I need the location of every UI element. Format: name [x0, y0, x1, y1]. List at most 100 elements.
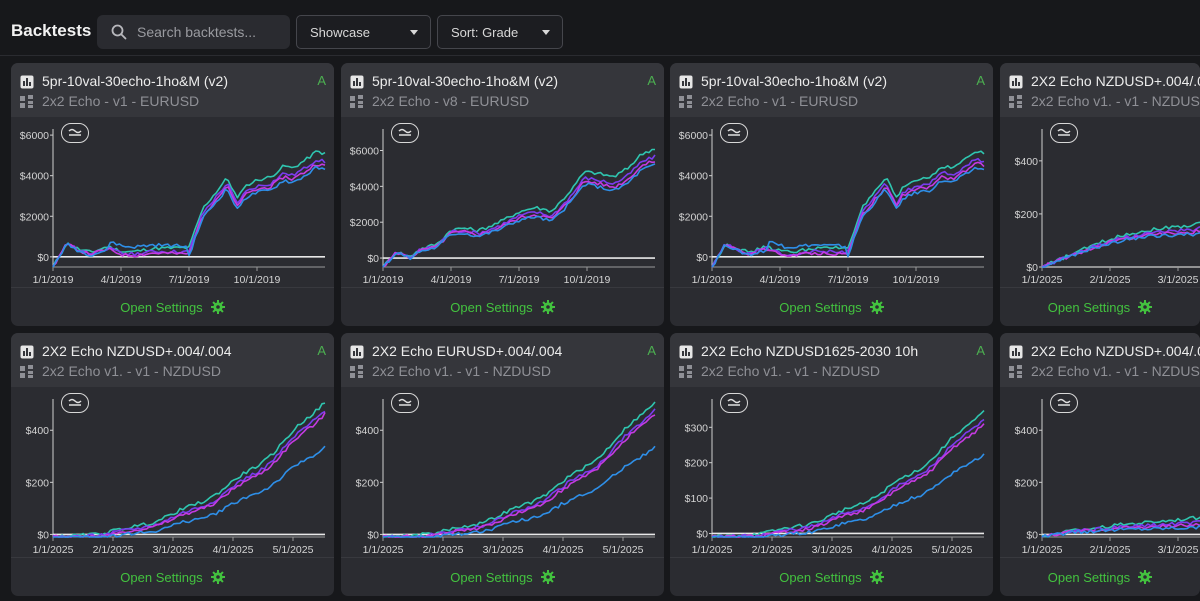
bar-chart-icon — [350, 75, 364, 89]
strategy-tree-icon — [1009, 365, 1022, 378]
open-settings-button[interactable]: Open Settings — [450, 299, 555, 315]
x-tick-label: 7/1/2019 — [169, 274, 210, 286]
card-header: 2X2 Echo NZDUSD+.004/.004 2x2 Echo v1. - … — [1000, 333, 1200, 387]
series-line — [382, 154, 656, 268]
card-title[interactable]: 2X2 Echo NZDUSD+.004/.004 — [1031, 73, 1200, 89]
card-footer: Open Settings — [670, 287, 993, 326]
gear-icon — [1138, 570, 1153, 584]
showcase-filter-dropdown[interactable]: Showcase — [296, 15, 431, 49]
card-title[interactable]: 5pr-10val-30echo-1ho&M (v2) — [372, 73, 558, 89]
chart-mode-toggle[interactable] — [720, 123, 748, 143]
x-tick-label: 3/1/2025 — [1158, 274, 1199, 286]
y-tick-label: $300 — [685, 422, 709, 434]
card-title[interactable]: 5pr-10val-30echo-1ho&M (v2) — [701, 73, 887, 89]
card-title[interactable]: 2X2 Echo NZDUSD1625-2030 10h — [701, 343, 919, 359]
x-tick-label: 2/1/2025 — [1090, 274, 1131, 286]
series-line — [1041, 221, 1200, 268]
y-tick-label: $200 — [1015, 477, 1039, 489]
x-tick-label: 3/1/2025 — [483, 544, 524, 556]
card-title[interactable]: 5pr-10val-30echo-1ho&M (v2) — [42, 73, 228, 89]
series-line — [1041, 522, 1200, 538]
chevron-down-icon — [410, 30, 418, 35]
open-settings-button[interactable]: Open Settings — [120, 570, 225, 585]
chart-mode-toggle[interactable] — [720, 393, 748, 413]
x-tick-label: 7/1/2019 — [499, 274, 540, 286]
x-tick-label: 4/1/2025 — [213, 544, 254, 556]
x-tick-label: 4/1/2025 — [872, 544, 913, 556]
grade-badge: A — [647, 73, 656, 88]
x-tick-label: 4/1/2019 — [101, 274, 142, 286]
series-line — [711, 418, 985, 538]
open-settings-button[interactable]: Open Settings — [1047, 299, 1153, 315]
equity-chart: $6000 $4000 $2000 $0 1/1/2019 4/1/2019 7/1/201… — [20, 129, 326, 286]
card-title[interactable]: 2X2 Echo NZDUSD+.004/.004 — [1031, 343, 1200, 359]
chart-mode-toggle[interactable] — [61, 393, 89, 413]
card-footer: Open Settings — [11, 287, 334, 326]
open-settings-button[interactable]: Open Settings — [779, 569, 884, 585]
gear-icon — [210, 570, 225, 584]
x-tick-label: 3/1/2025 — [1158, 544, 1199, 556]
open-settings-label: Open Settings — [120, 299, 203, 315]
y-tick-label: $4000 — [679, 171, 708, 183]
series-line — [382, 148, 655, 268]
equity-chart: $6000 $4000 $2000 $0 1/1/2019 4/1/2019 7/1/201… — [350, 129, 656, 286]
open-settings-button[interactable]: Open Settings — [1048, 570, 1153, 585]
approx-equal-icon — [727, 398, 741, 406]
bar-chart-icon — [679, 345, 693, 359]
bar-chart-icon — [1009, 345, 1023, 359]
search-box[interactable] — [97, 15, 290, 49]
open-settings-label: Open Settings — [779, 569, 862, 585]
sort-dropdown[interactable]: Sort: Grade — [437, 15, 563, 49]
y-tick-label: $2000 — [679, 211, 708, 223]
strategy-tree-icon — [350, 365, 363, 378]
chart-mode-toggle[interactable] — [1050, 123, 1078, 143]
equity-chart: $400 $200 $01/1/2025 2/1/2025 3/1/2025 — [1015, 129, 1200, 286]
y-tick-label: $0 — [696, 252, 708, 264]
open-settings-button[interactable]: Open Settings — [120, 299, 225, 315]
card-title[interactable]: 2X2 Echo EURUSD+.004/.004 — [372, 343, 563, 359]
chevron-down-icon — [542, 30, 550, 35]
x-tick-label: 1/1/2025 — [692, 544, 733, 556]
open-settings-button[interactable]: Open Settings — [450, 570, 555, 585]
series-line — [1041, 231, 1200, 268]
y-tick-label: $6000 — [350, 146, 379, 158]
search-input[interactable] — [137, 24, 277, 40]
backtest-card: 2X2 Echo NZDUSD+.004/.004 2x2 Echo v1. - … — [1000, 333, 1200, 596]
y-tick-label: $6000 — [20, 130, 49, 142]
series-line — [711, 150, 985, 268]
x-tick-label: 4/1/2025 — [543, 544, 584, 556]
bar-chart-icon — [350, 345, 364, 359]
chart-mode-toggle[interactable] — [61, 123, 89, 143]
y-tick-label: $0 — [1026, 262, 1038, 274]
card-footer: Open Settings — [11, 557, 334, 596]
gear-icon — [540, 300, 555, 314]
series-line — [711, 157, 985, 268]
open-settings-label: Open Settings — [1047, 299, 1131, 315]
grade-badge: A — [976, 343, 985, 358]
y-tick-label: $2000 — [350, 217, 379, 229]
chart-mode-toggle[interactable] — [1050, 393, 1078, 413]
open-settings-button[interactable]: Open Settings — [779, 300, 884, 315]
bar-chart-icon — [20, 345, 34, 359]
card-title[interactable]: 2X2 Echo NZDUSD+.004/.004 — [42, 343, 232, 359]
card-header: 5pr-10val-30echo-1ho&M (v2) 2x2 Echo - v8… — [341, 63, 664, 117]
series-line — [52, 165, 326, 268]
strategy-tree-icon — [20, 95, 33, 108]
bar-chart-icon — [20, 75, 34, 89]
y-tick-label: $0 — [696, 528, 708, 540]
backtest-card: 2X2 Echo NZDUSD+.004/.004 2x2 Echo v1. - … — [1000, 63, 1200, 326]
x-tick-label: 2/1/2025 — [1090, 544, 1131, 556]
chart-mode-toggle[interactable] — [391, 393, 419, 413]
chart-mode-toggle[interactable] — [391, 123, 419, 143]
bar-chart-icon — [679, 75, 693, 89]
x-tick-label: 2/1/2025 — [423, 544, 464, 556]
open-settings-label: Open Settings — [450, 299, 533, 315]
card-header: 2X2 Echo NZDUSD+.004/.004 2x2 Echo v1. - … — [11, 333, 334, 387]
y-tick-label: $0 — [1026, 529, 1038, 541]
series-line — [1041, 525, 1200, 538]
x-tick-label: 10/1/2019 — [893, 274, 940, 286]
card-footer: Open Settings — [341, 287, 664, 326]
backtest-card: 5pr-10val-30echo-1ho&M (v2) 2x2 Echo - v8… — [341, 63, 664, 326]
x-tick-label: 1/1/2025 — [363, 544, 404, 556]
series-line — [711, 166, 985, 268]
